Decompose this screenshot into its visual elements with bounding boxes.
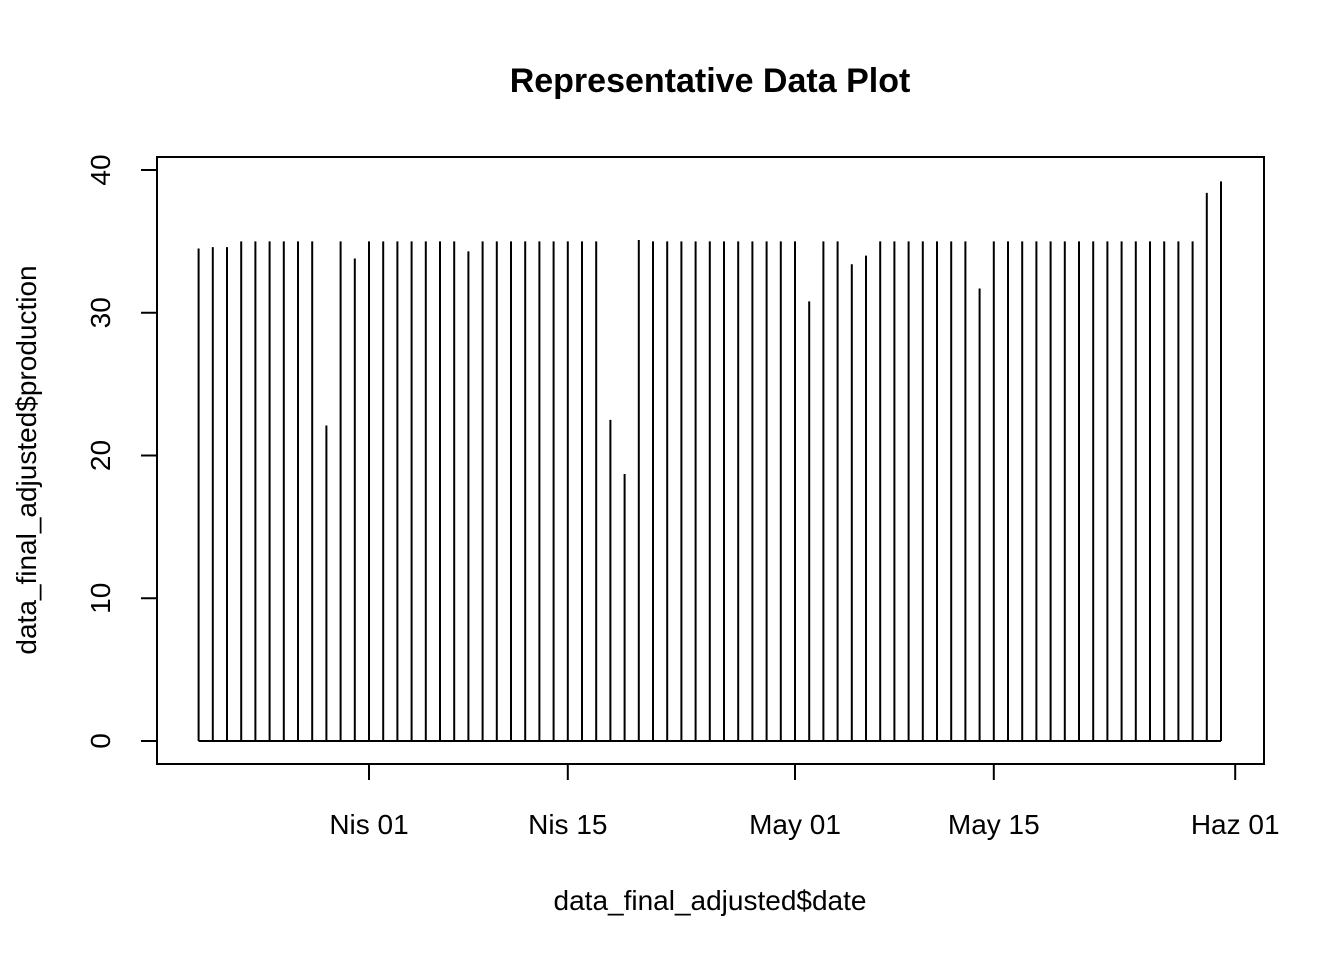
y-tick-label: 20 xyxy=(85,440,116,471)
y-axis-label: data_final_adjusted$production xyxy=(11,265,42,654)
data-spikes xyxy=(197,181,1222,742)
x-tick-label: May 15 xyxy=(948,809,1040,840)
y-axis: 0 10 20 30 40 xyxy=(85,154,158,749)
y-tick-label: 10 xyxy=(85,583,116,614)
y-tick-label: 30 xyxy=(85,297,116,328)
y-tick-label: 40 xyxy=(85,154,116,185)
x-tick-label: Nis 15 xyxy=(528,809,607,840)
y-tick-label: 0 xyxy=(85,733,116,749)
x-axis-label: data_final_adjusted$date xyxy=(554,885,867,916)
x-axis: Nis 01 Nis 15 May 01 May 15 Haz 01 xyxy=(329,763,1280,840)
x-tick-label: Nis 01 xyxy=(329,809,408,840)
x-tick-label: Haz 01 xyxy=(1191,809,1280,840)
chart-title: Representative Data Plot xyxy=(510,62,911,100)
x-tick-label: May 01 xyxy=(749,809,841,840)
